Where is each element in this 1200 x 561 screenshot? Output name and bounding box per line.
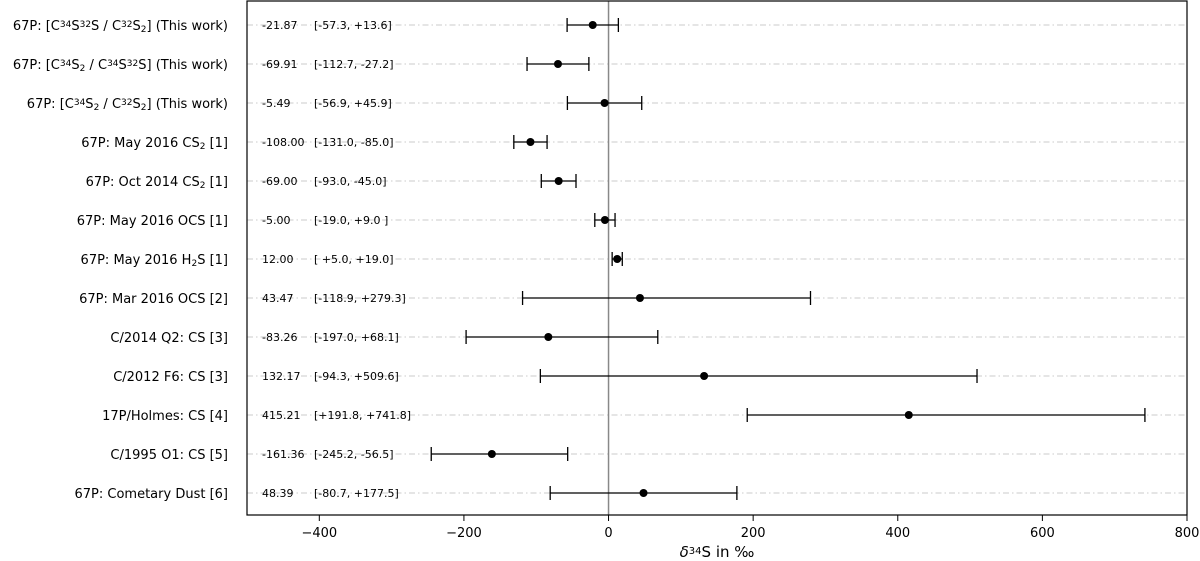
value-label: -5.00 xyxy=(262,214,290,227)
data-point xyxy=(526,138,535,146)
data-point xyxy=(487,450,496,458)
category-label: 67P: May 2016 H2S [1] xyxy=(81,253,228,269)
category-label: 67P: Mar 2016 OCS [2] xyxy=(79,292,228,307)
data-point xyxy=(588,21,597,29)
data-point xyxy=(544,333,553,341)
range-label: [-19.0, +9.0 ] xyxy=(314,214,388,227)
category-label: 67P: [C34S2 / C34S32S] (This work) xyxy=(13,58,228,74)
range-label: [-56.9, +45.9] xyxy=(314,97,392,110)
x-tick-label: 400 xyxy=(885,526,910,541)
category-label: 67P: May 2016 CS2 [1] xyxy=(81,136,228,152)
value-label: -5.49 xyxy=(262,97,290,110)
value-label: -21.87 xyxy=(262,19,297,32)
category-label-layer: 67P: [C34S32S / C32S2] (This work) 67P: [… xyxy=(13,19,228,502)
value-label: 132.17 xyxy=(262,370,301,383)
range-label: [-57.3, +13.6] xyxy=(314,19,392,32)
value-label: -108.00 xyxy=(262,136,304,149)
range-label: [-94.3, +509.6] xyxy=(314,370,399,383)
data-point xyxy=(904,411,913,419)
x-axis-title: δ34S in ‰ xyxy=(680,543,755,561)
x-tick-label: −400 xyxy=(301,526,337,541)
value-label: -69.00 xyxy=(262,175,297,188)
data-point xyxy=(600,216,609,224)
category-label: 67P: [C34S32S / C32S2] (This work) xyxy=(13,19,228,35)
plot-frame xyxy=(246,0,1188,516)
data-point xyxy=(700,372,709,380)
x-tick-label: 600 xyxy=(1030,526,1055,541)
data-point xyxy=(554,177,563,185)
category-label: C/1995 O1: CS [5] xyxy=(110,448,228,463)
category-label: 67P: Cometary Dust [6] xyxy=(75,487,229,502)
grid-layer xyxy=(247,24,1187,494)
x-axis-layer: −400 −200 0 200 400 600 800 δ34S in ‰ xyxy=(301,515,1199,561)
category-label: C/2012 F6: CS [3] xyxy=(113,370,228,385)
range-label: [-93.0, -45.0] xyxy=(314,175,387,188)
value-label: -161.36 xyxy=(262,448,304,461)
range-label: [-245.2, -56.5] xyxy=(314,448,394,461)
value-label: -83.26 xyxy=(262,331,297,344)
range-label: [-80.7, +177.5] xyxy=(314,487,399,500)
annotation-layer: -21.87 [-57.3, +13.6] -69.91 [-112.7, -27.2… xyxy=(262,19,411,500)
value-label: -69.91 xyxy=(262,58,297,71)
data-point xyxy=(553,60,562,68)
range-label: [+191.8, +741.8] xyxy=(314,409,411,422)
category-label: C/2014 Q2: CS [3] xyxy=(110,331,228,346)
x-tick-label: 800 xyxy=(1175,526,1200,541)
data-point xyxy=(639,489,648,497)
data-point xyxy=(613,255,622,263)
x-tick-label: 0 xyxy=(604,526,612,541)
value-label: 12.00 xyxy=(262,253,294,266)
range-label: [ +5.0, +19.0] xyxy=(314,253,394,266)
value-label: 415.21 xyxy=(262,409,301,422)
point-layer xyxy=(487,21,913,497)
range-label: [-112.7, -27.2] xyxy=(314,58,394,71)
range-label: [-197.0, +68.1] xyxy=(314,331,399,344)
value-label: 48.39 xyxy=(262,487,294,500)
x-tick-label: 200 xyxy=(741,526,766,541)
data-point xyxy=(600,99,609,107)
value-label: 43.47 xyxy=(262,292,294,305)
x-tick-label: −200 xyxy=(446,526,482,541)
range-label: [-131.0, -85.0] xyxy=(314,136,394,149)
errorbar-layer xyxy=(430,18,1146,500)
category-label: 67P: [C34S2 / C32S2] (This work) xyxy=(27,97,228,113)
category-label: 17P/Holmes: CS [4] xyxy=(102,409,228,424)
category-label: 67P: Oct 2014 CS2 [1] xyxy=(86,175,228,191)
range-label: [-118.9, +279.3] xyxy=(314,292,406,305)
data-point xyxy=(635,294,644,302)
category-label: 67P: May 2016 OCS [1] xyxy=(77,214,228,229)
